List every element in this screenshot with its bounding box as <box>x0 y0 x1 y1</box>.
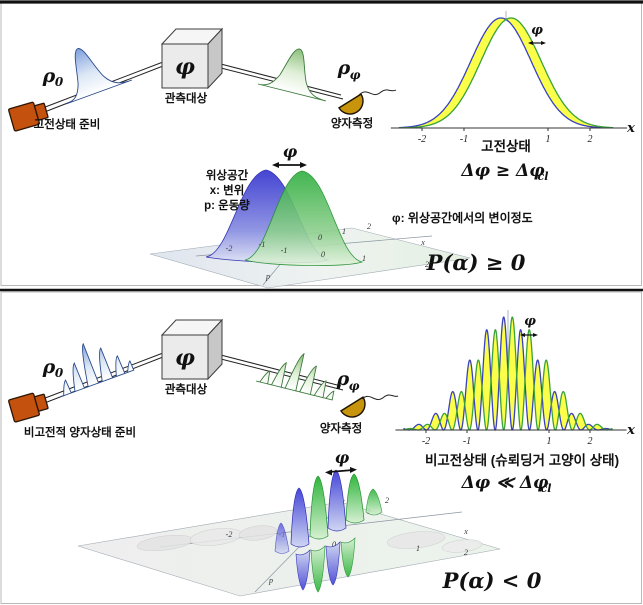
tick-label: 2 <box>588 436 593 447</box>
phi-shift-arrow-icon <box>520 333 538 337</box>
cat-inequality-subscript: cl <box>541 482 552 495</box>
tick-label: -2 <box>418 134 426 145</box>
phase-space-p-def: p: 운동량 <box>204 199 250 212</box>
ticks: -2 -1 1 2 <box>418 128 593 145</box>
phi-definition-note: φ: 위상공간에서의 변이정도 <box>392 210 533 225</box>
p-axis-label: p <box>265 272 270 281</box>
classical-inequality-subscript: cl <box>538 170 549 183</box>
phi-annotation: φ <box>524 314 536 329</box>
classical-plot-title: 고전상태 <box>481 138 531 154</box>
cube-label: 관측대상 <box>165 382 208 396</box>
phase-cube: φ <box>160 27 224 90</box>
cube-label: 관측대상 <box>165 91 208 105</box>
cube-phi-symbol: φ <box>175 54 195 80</box>
rho-in-symbol: ρ <box>42 356 56 378</box>
tick-label: 2 <box>385 496 389 505</box>
detector-label: 양자측정 <box>320 421 362 435</box>
rho-out-subscript: φ <box>349 379 360 393</box>
tick-label: 1 <box>547 436 552 447</box>
rho-in-subscript: 0 <box>55 75 64 89</box>
curve-green <box>398 17 614 129</box>
output-wavepacket-spiky <box>255 353 335 401</box>
bottom-schematic: φ ρ 0 ρ φ 비고전적 양자상태 준비 관측대상 양자측정 <box>8 318 399 439</box>
p-alpha-negative: P(α) < 0 <box>442 568 542 593</box>
phi-annotation: φ <box>335 448 350 467</box>
wigner-positive-ribbons <box>274 469 383 554</box>
tick-label: 1 <box>546 134 551 145</box>
tick-label: -1 <box>460 134 468 145</box>
tick-label: -1 <box>281 246 288 255</box>
classical-inequality: Δφ ≥ Δφ <box>460 161 545 181</box>
rho-out-subscript: φ <box>350 68 361 82</box>
source-device-icon <box>8 101 49 132</box>
detector-wire <box>361 394 399 401</box>
curve-overlap <box>403 374 613 430</box>
curve-green <box>403 316 613 431</box>
source-label: 비고전적 양자상태 준비 <box>24 425 136 439</box>
wigner-hill-green <box>244 170 364 266</box>
rho-out-symbol: ρ <box>336 368 350 390</box>
phase-space-title: 위상공간 <box>206 168 249 182</box>
phi-shift-arrow-icon <box>272 162 307 168</box>
rho-in-subscript: 0 <box>55 366 64 380</box>
input-wavepacket-gaussian <box>65 48 132 105</box>
rho-out-symbol: ρ <box>337 57 351 79</box>
tick-label: 1 <box>416 544 420 553</box>
curve-overlap <box>398 19 614 128</box>
cat-inequality: Δφ ≪ Δφ <box>461 473 549 493</box>
tick-label: -1 <box>259 240 266 249</box>
cat-plot-title: 비고전상태 (슈뢰딩거 고양이 상태) <box>425 452 619 468</box>
input-wavepacket-spiky <box>59 342 135 398</box>
top-schematic: φ ρ 0 ρ φ 고전상태 준비 관측대상 양자측정 <box>8 27 397 132</box>
classical-wigner-plot: -2 -1 0 1 2 -1 0 1 2 x p φ <box>149 142 471 289</box>
detector-icon <box>340 396 366 418</box>
rho-in-symbol: ρ <box>42 65 56 87</box>
source-device-icon <box>8 392 49 423</box>
x-axis-label: x <box>626 121 635 136</box>
phi-shift-arrow-icon <box>325 467 357 476</box>
tick-label: 0 <box>332 540 336 549</box>
phase-space-plane <box>77 501 501 597</box>
tick-label: -2 <box>226 244 233 253</box>
tick-label: -2 <box>422 436 430 447</box>
phase-space-x-def: x: 변위 <box>210 183 245 197</box>
cube-phi-symbol: φ <box>175 345 195 371</box>
cat-state-distribution-plot: -2 -1 1 2 x φ <box>395 310 635 447</box>
classical-distribution-plot: -2 -1 1 2 x φ <box>390 11 635 145</box>
detector-wire <box>358 89 397 96</box>
x-axis-label: x <box>626 423 635 438</box>
cat-wigner-plot: -2 -1 -1 0 1 2 0 1 2 x p φ <box>77 448 501 597</box>
p-axis-label: p <box>268 576 273 585</box>
phase-space-legend: 위상공간 x: 변위 p: 운동량 <box>204 168 250 212</box>
output-wavepacket-gaussian <box>257 48 327 102</box>
tick-label: 2 <box>367 222 371 231</box>
phi-shift-arrow-icon <box>528 41 546 45</box>
tick-label: 0 <box>321 250 325 259</box>
tick-label: -1 <box>463 436 471 447</box>
x-axis-label: x <box>420 238 425 247</box>
x-axis-label: x <box>463 527 468 536</box>
tick-label: 1 <box>342 227 346 236</box>
tick-label: 1 <box>362 254 366 263</box>
tick-label: 2 <box>464 548 468 557</box>
side-ripples <box>136 525 483 553</box>
tick-label: 0 <box>318 233 322 242</box>
tick-label: 2 <box>588 134 593 145</box>
tick-label: -2 <box>226 530 233 539</box>
ticks: -2 -1 1 2 <box>422 430 593 447</box>
phase-cube: φ <box>160 318 224 381</box>
phi-annotation: φ <box>283 142 298 161</box>
p-alpha-positive: P(α) ≥ 0 <box>426 250 526 275</box>
tick-label: 2 <box>425 260 429 269</box>
source-label: 고전상태 준비 <box>34 117 101 131</box>
phi-annotation: φ <box>531 23 543 38</box>
detector-label: 양자측정 <box>331 116 373 130</box>
detector-icon <box>338 93 364 115</box>
wigner-negative-lobes <box>295 537 356 593</box>
